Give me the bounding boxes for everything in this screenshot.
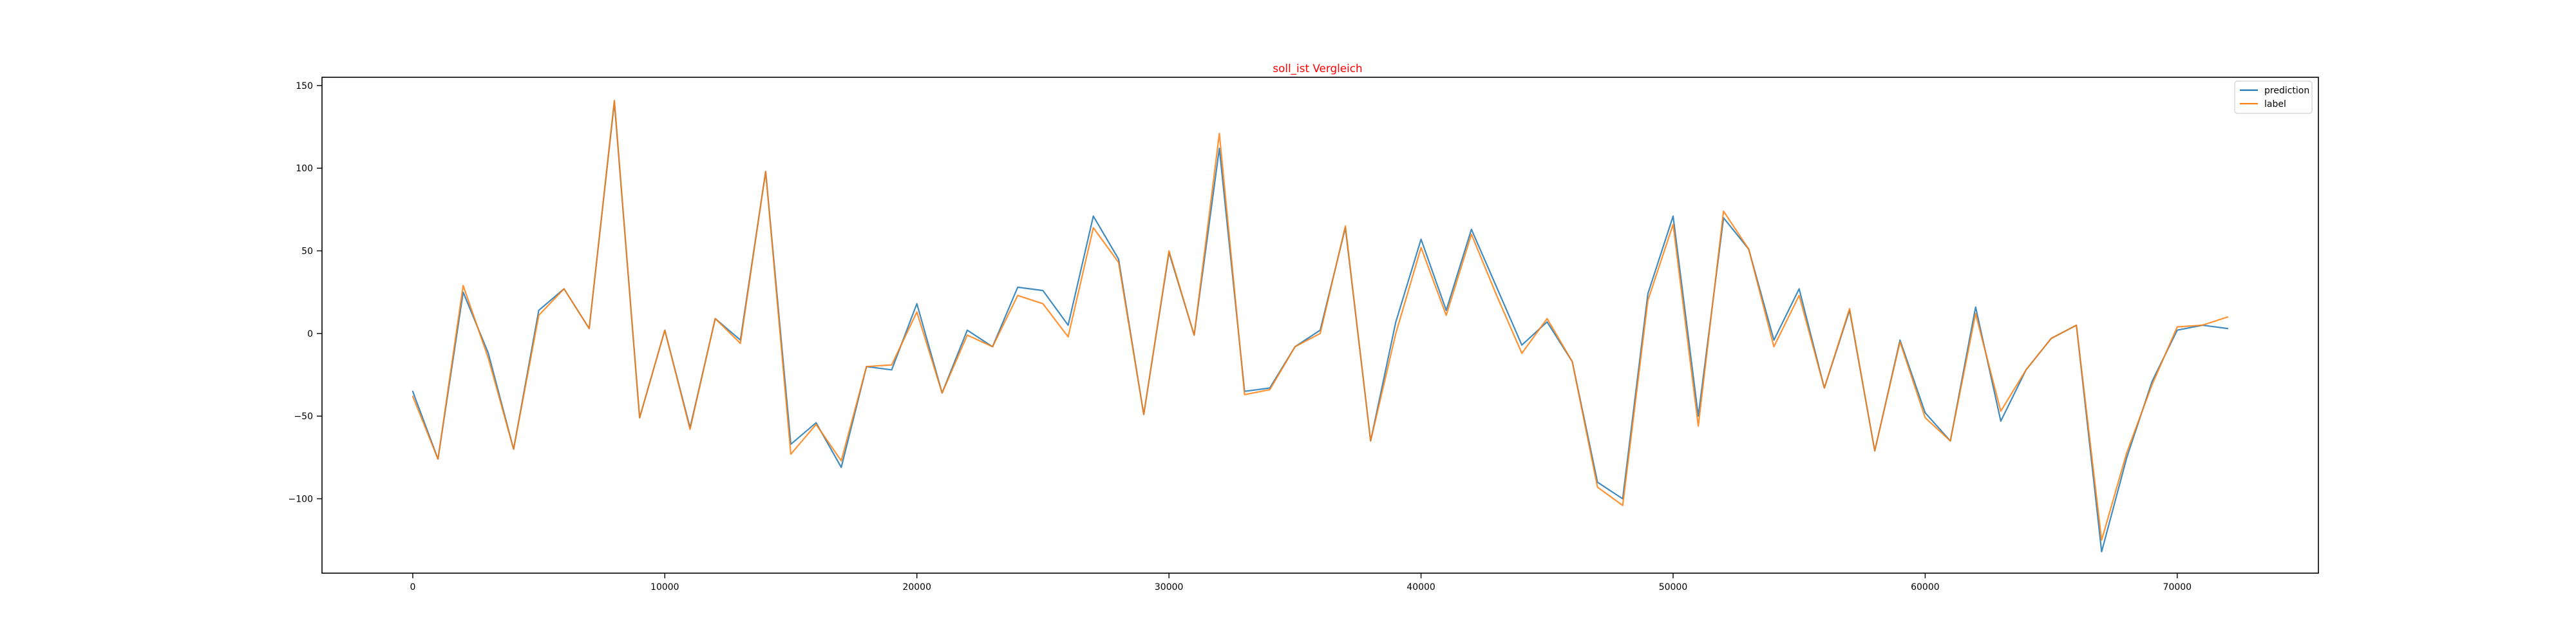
y-tick-label: 50 <box>301 247 313 257</box>
chart-title: soll_ist Vergleich <box>1273 62 1362 75</box>
x-tick-label: 40000 <box>1406 582 1435 592</box>
y-tick-label: 0 <box>307 329 313 339</box>
x-tick-label: 10000 <box>650 582 679 592</box>
x-tick-label: 0 <box>410 582 415 592</box>
plot-frame <box>321 77 2319 574</box>
legend-box <box>2234 80 2313 114</box>
x-tick-label: 50000 <box>1659 582 1688 592</box>
x-tick-label: 60000 <box>1911 582 1940 592</box>
plot-area <box>412 99 2229 553</box>
y-tick-label: −50 <box>294 412 313 422</box>
legend-label-label: label <box>2264 99 2286 109</box>
x-tick-label: 30000 <box>1155 582 1184 592</box>
x-tick-label: 70000 <box>2163 582 2192 592</box>
y-tick-label: 150 <box>296 81 313 91</box>
legend: prediction label <box>2234 80 2313 114</box>
legend-label-prediction: prediction <box>2264 86 2309 96</box>
y-tick-label: −100 <box>289 495 313 505</box>
series-line-label <box>412 99 2229 541</box>
axes: 0 10000 20000 30000 40000 50000 60000 70000 −100… <box>289 77 2319 592</box>
y-tick-label: 100 <box>296 164 313 174</box>
x-tick-label: 20000 <box>902 582 931 592</box>
series-line-prediction <box>412 101 2229 553</box>
